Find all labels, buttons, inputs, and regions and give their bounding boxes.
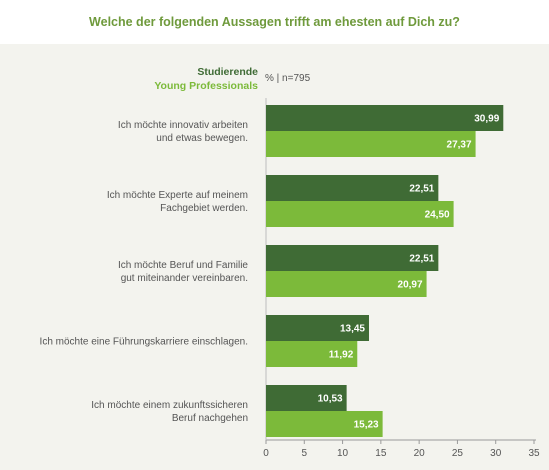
x-tick-label: 15 (375, 448, 387, 459)
x-tick-label: 5 (302, 448, 308, 459)
category-label: Ich möchte Beruf und Familie (118, 260, 248, 271)
bar-young-professionals (266, 131, 476, 157)
category-label: Fachgebiet werden. (160, 203, 248, 214)
bar-value-label: 24,50 (425, 210, 450, 221)
bar-studierende (266, 385, 347, 411)
chart-title: Welche der folgenden Aussagen trifft am … (89, 15, 460, 29)
bar-value-label: 20,97 (398, 280, 423, 291)
x-tick-label: 0 (263, 448, 269, 459)
category-label: Ich möchte Experte auf meinem (107, 190, 248, 201)
category-label: gut miteinander vereinbaren. (121, 273, 248, 284)
bar-value-label: 27,37 (447, 140, 472, 151)
bar-value-label: 22,51 (409, 254, 434, 265)
bar-young-professionals (266, 271, 427, 297)
bar-value-label: 30,99 (474, 114, 499, 125)
x-tick-label: 35 (528, 448, 540, 459)
x-tick-label: 10 (337, 448, 349, 459)
category-label: Ich möchte eine Führungskarriere einschl… (40, 337, 248, 348)
x-tick-label: 30 (490, 448, 502, 459)
category-label: Ich möchte einem zukunftssicheren (91, 400, 248, 411)
bar-value-label: 10,53 (318, 394, 343, 405)
x-tick-label: 25 (452, 448, 464, 459)
legend-young-professionals: Young Professionals (154, 80, 258, 92)
bar-studierende (266, 315, 369, 341)
bar-value-label: 15,23 (354, 420, 379, 431)
bar-young-professionals (266, 411, 383, 437)
category-label: Ich möchte innovativ arbeiten (118, 120, 248, 131)
bar-studierende (266, 175, 439, 201)
category-label: Beruf nachgehen (172, 413, 248, 424)
x-tick-label: 20 (414, 448, 426, 459)
bar-value-label: 13,45 (340, 324, 365, 335)
bar-studierende (266, 245, 439, 271)
header-bar: Welche der folgenden Aussagen trifft am … (0, 0, 549, 44)
bar-studierende (266, 105, 504, 131)
bar-young-professionals (266, 201, 454, 227)
legend-studierende: Studierende (197, 66, 258, 78)
bar-young-professionals (266, 341, 358, 367)
bar-value-label: 22,51 (409, 184, 434, 195)
category-label: und etwas bewegen. (156, 133, 248, 144)
unit-note: % | n=795 (265, 73, 311, 84)
bar-value-label: 11,92 (329, 350, 354, 361)
